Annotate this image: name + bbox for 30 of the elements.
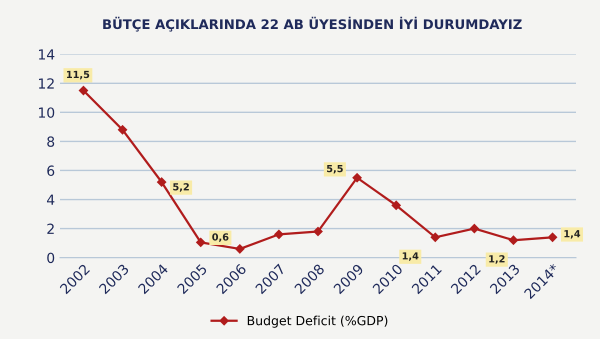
data-label: 11,5 bbox=[67, 70, 90, 80]
point bbox=[78, 86, 88, 96]
point bbox=[508, 236, 518, 245]
y-tick-label: 8 bbox=[47, 136, 54, 147]
data-label: 1,2 bbox=[489, 255, 505, 264]
data-label: 5,2 bbox=[173, 183, 189, 192]
y-tick-label: 0 bbox=[47, 252, 54, 264]
data-label: 5,5 bbox=[327, 164, 343, 174]
y-tick-label: 12 bbox=[38, 78, 54, 89]
point bbox=[157, 177, 166, 187]
point bbox=[313, 226, 323, 236]
point bbox=[118, 125, 128, 134]
point bbox=[430, 232, 440, 242]
legend-label: Budget Deficit (%GDP) bbox=[248, 316, 388, 328]
point bbox=[196, 238, 206, 248]
point bbox=[274, 230, 284, 240]
point bbox=[548, 232, 558, 242]
y-tick-label: 2 bbox=[47, 224, 54, 234]
data-label: 0,6 bbox=[212, 233, 228, 242]
point bbox=[470, 224, 479, 234]
y-tick-label: 6 bbox=[47, 165, 54, 176]
point bbox=[352, 173, 362, 182]
y-tick-label: 10 bbox=[38, 107, 54, 118]
chart-title: BÜTÇE AÇIKLARINDA 22 AB ÜYESİNDEN İYİ DURUMDAYIZ bbox=[103, 16, 522, 32]
y-tick-label: 4 bbox=[46, 194, 54, 205]
y-tick-label: 14 bbox=[38, 49, 54, 60]
point bbox=[235, 244, 244, 254]
data-label: 1,4 bbox=[564, 230, 580, 239]
data-label: 1,4 bbox=[402, 252, 418, 261]
point bbox=[392, 200, 401, 210]
